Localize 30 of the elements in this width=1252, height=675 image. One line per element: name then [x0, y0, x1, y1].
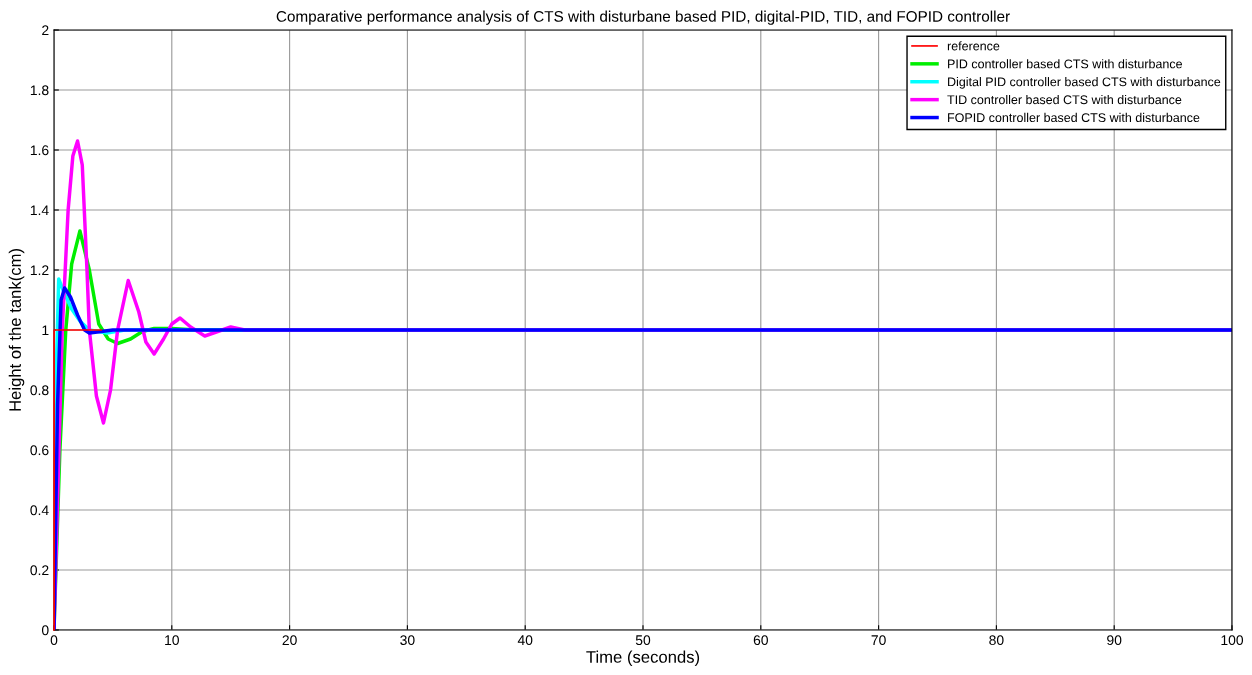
y-tick-label: 1.2 [30, 265, 49, 276]
legend-label: PID controller based CTS with disturbance [948, 59, 1182, 69]
legend-label: TID controller based CTS with disturbance [947, 94, 1182, 105]
y-tick-label: 0 [41, 625, 49, 636]
x-tick-label: 100 [1221, 635, 1244, 646]
x-tick-label: 20 [282, 635, 297, 646]
x-tick-label: 30 [400, 635, 415, 646]
legend-label: reference [947, 41, 1000, 51]
x-tick-label: 80 [989, 635, 1004, 646]
y-tick-label: 0.2 [30, 565, 49, 576]
y-tick-label: 1 [42, 325, 49, 336]
y-tick-label: 0.6 [30, 445, 49, 456]
y-tick-label: 1.4 [30, 205, 49, 216]
y-tick-label: 2 [42, 25, 49, 36]
x-axis-title: Time (seconds) [586, 650, 700, 667]
x-tick-label: 70 [871, 635, 886, 646]
legend-label: Digital PID controller based CTS with disturbance [948, 77, 1221, 89]
x-tick-label: 90 [1107, 635, 1122, 646]
y-axis-title: Height of the tank(cm) [8, 249, 25, 411]
y-tick-label: 1.8 [30, 85, 49, 96]
x-tick-label: 10 [165, 635, 179, 646]
chart-title: Comparative performance analysis of CTS with disturbane based PID, digital-PID, TID, and FOPID controller [276, 10, 1010, 25]
x-tick-label: 0 [50, 635, 58, 646]
y-tick-label: 1.6 [30, 145, 49, 156]
x-tick-label: 60 [753, 635, 768, 646]
y-tick-label: 0.4 [30, 505, 49, 516]
x-tick-label: 40 [517, 635, 533, 646]
legend-label: FOPID controller based CTS with disturbance [948, 112, 1200, 123]
x-tick-label: 50 [635, 635, 651, 646]
y-tick-label: 0.8 [30, 385, 49, 396]
